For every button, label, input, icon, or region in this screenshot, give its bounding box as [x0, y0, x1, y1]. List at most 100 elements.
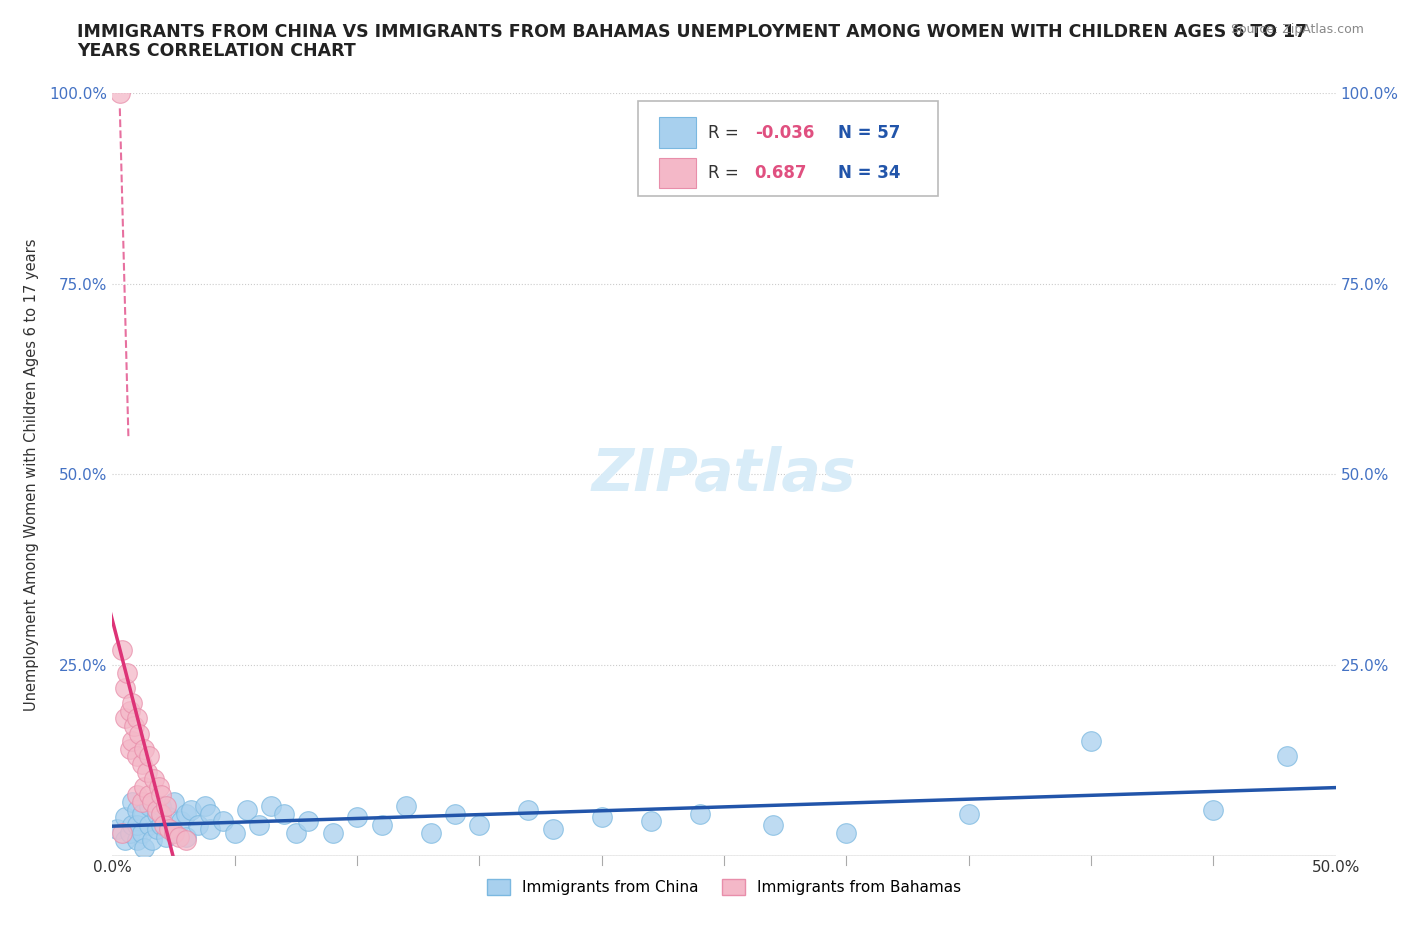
Legend: Immigrants from China, Immigrants from Bahamas: Immigrants from China, Immigrants from B… — [481, 873, 967, 901]
Point — [200, 806, 222, 821]
Point — [444, 806, 467, 821]
Point — [145, 803, 167, 817]
Point — [138, 799, 160, 814]
Point — [121, 817, 143, 832]
Text: IMMIGRANTS FROM CHINA VS IMMIGRANTS FROM BAHAMAS UNEMPLOYMENT AMONG WOMEN WITH C: IMMIGRANTS FROM CHINA VS IMMIGRANTS FROM… — [77, 23, 1308, 41]
Point — [138, 787, 160, 802]
Point — [131, 757, 153, 772]
Point — [125, 817, 148, 832]
Point — [835, 825, 858, 840]
Point — [105, 821, 128, 836]
Point — [167, 830, 190, 844]
Point — [145, 821, 167, 836]
Point — [111, 643, 134, 658]
Point — [174, 806, 197, 821]
Point — [118, 741, 141, 756]
Text: N = 34: N = 34 — [838, 164, 900, 182]
Bar — [659, 157, 696, 188]
Point — [174, 830, 197, 844]
Point — [125, 749, 148, 764]
Point — [247, 817, 270, 832]
Point — [150, 817, 173, 832]
Point — [346, 810, 368, 825]
Point — [157, 821, 180, 836]
Point — [131, 825, 153, 840]
Point — [150, 806, 173, 821]
Point — [131, 795, 153, 810]
Point — [111, 825, 134, 840]
Point — [138, 817, 160, 832]
Point — [163, 825, 186, 840]
Point — [284, 825, 308, 840]
Point — [322, 825, 344, 840]
Point — [1275, 749, 1298, 764]
Point — [517, 803, 540, 817]
Point — [297, 814, 319, 829]
Point — [128, 726, 150, 741]
Point — [260, 799, 283, 814]
Point — [118, 825, 141, 840]
Y-axis label: Unemployment Among Women with Children Ages 6 to 17 years: Unemployment Among Women with Children A… — [24, 238, 38, 711]
Point — [124, 719, 146, 734]
Point — [174, 833, 197, 848]
Point — [118, 703, 141, 718]
Text: N = 57: N = 57 — [838, 124, 900, 141]
Point — [180, 803, 202, 817]
Point — [762, 817, 785, 832]
Point — [121, 795, 143, 810]
Point — [114, 711, 136, 725]
Point — [135, 764, 157, 779]
Point — [108, 86, 131, 100]
Point — [395, 799, 418, 814]
Point — [591, 810, 613, 825]
Text: 0.687: 0.687 — [755, 164, 807, 182]
Point — [370, 817, 392, 832]
Point — [125, 833, 148, 848]
Point — [170, 814, 193, 829]
Point — [468, 817, 491, 832]
Point — [1202, 803, 1225, 817]
Point — [541, 821, 564, 836]
Point — [163, 825, 186, 840]
Point — [957, 806, 980, 821]
Text: R =: R = — [709, 124, 744, 141]
Point — [125, 711, 148, 725]
Point — [114, 681, 136, 696]
Point — [131, 806, 153, 821]
Point — [145, 806, 167, 821]
Text: -0.036: -0.036 — [755, 124, 814, 141]
Point — [150, 799, 173, 814]
Text: Source: ZipAtlas.com: Source: ZipAtlas.com — [1230, 23, 1364, 36]
Bar — [659, 117, 696, 148]
Point — [1080, 734, 1102, 749]
Point — [236, 803, 259, 817]
FancyBboxPatch shape — [638, 100, 938, 196]
Point — [141, 833, 163, 848]
Point — [224, 825, 246, 840]
Point — [121, 734, 143, 749]
Point — [134, 779, 156, 794]
Point — [689, 806, 711, 821]
Point — [148, 779, 170, 794]
Point — [200, 821, 222, 836]
Point — [125, 787, 148, 802]
Point — [194, 799, 217, 814]
Text: YEARS CORRELATION CHART: YEARS CORRELATION CHART — [77, 42, 356, 60]
Point — [143, 772, 166, 787]
Point — [187, 817, 209, 832]
Text: ZIPatlas: ZIPatlas — [592, 445, 856, 503]
Point — [141, 795, 163, 810]
Point — [419, 825, 441, 840]
Point — [157, 810, 180, 825]
Point — [163, 795, 186, 810]
Point — [640, 814, 662, 829]
Text: R =: R = — [709, 164, 744, 182]
Point — [114, 833, 136, 848]
Point — [125, 803, 148, 817]
Point — [155, 799, 177, 814]
Point — [121, 696, 143, 711]
Point — [150, 787, 173, 802]
Point — [134, 841, 156, 856]
Point — [155, 830, 177, 844]
Point — [114, 810, 136, 825]
